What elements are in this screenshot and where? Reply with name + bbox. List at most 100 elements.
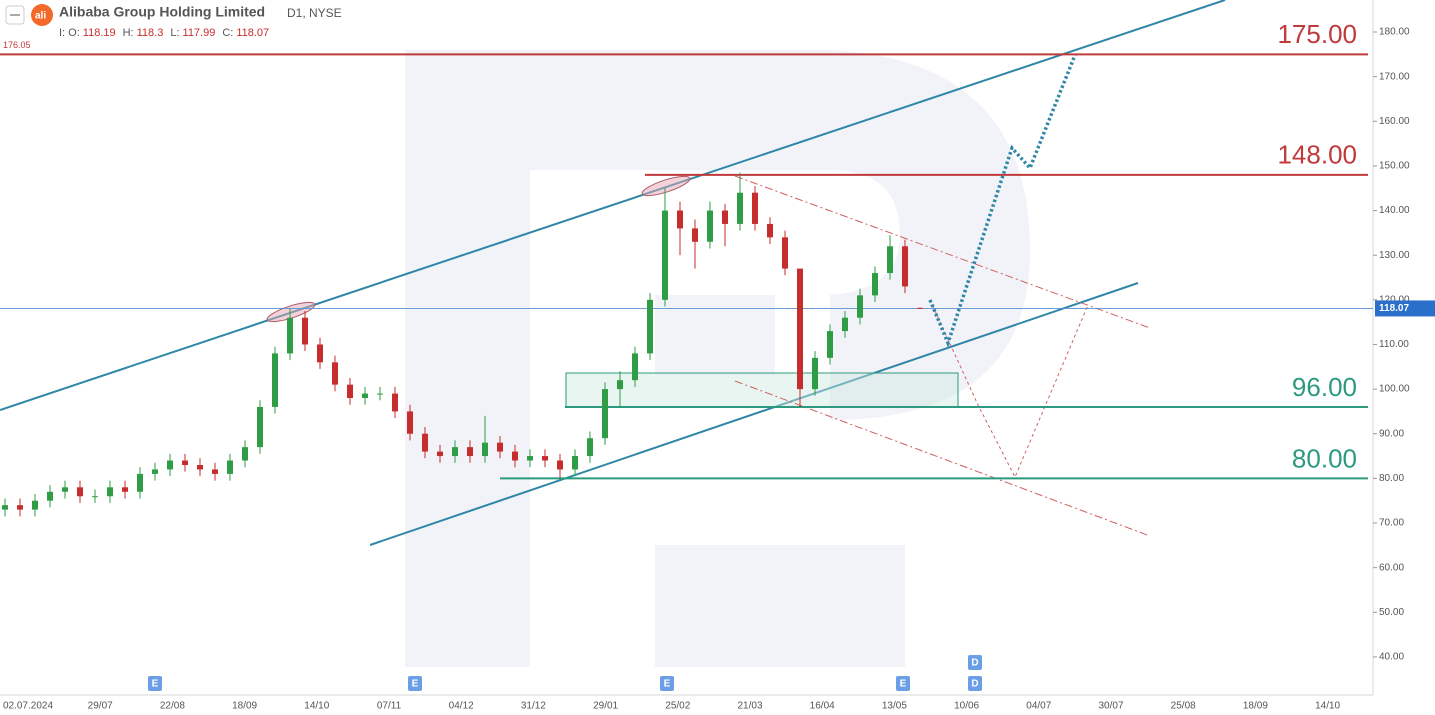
y-tick-label: 70.00 [1379,518,1404,529]
event-marker [408,676,422,691]
level-label: 175.00 [1277,19,1357,49]
ohlc-label: C: [222,27,233,39]
x-tick-label: 29/07 [88,701,113,712]
candle-body [902,246,908,287]
candle-body [857,295,863,318]
candle-body [62,487,68,492]
symbol-interval: D1, NYSE [287,6,342,20]
ohlc-legend: I: O: 118.19 H: 118.3 L: 117.99 C: 118.07 [59,27,269,39]
event-label: E [900,679,907,690]
candle-body [872,273,878,296]
event-label: E [664,679,671,690]
event-marker [968,676,982,691]
candle-body [827,331,833,358]
candle-body [452,447,458,457]
event-marker [148,676,162,691]
y-tick-label: 80.00 [1379,473,1404,484]
candle-body [722,210,728,224]
y-tick-label: 100.00 [1379,384,1410,395]
candle-body [167,460,173,470]
candle-body [812,357,818,390]
event-marker [660,676,674,691]
logo-glyph: ali [35,11,46,22]
candle-body [617,380,623,390]
candle-body [17,505,23,510]
symbol-title: Alibaba Group Holding Limited [59,4,265,20]
ohlc-value: 118.3 [137,27,164,39]
candle-body [227,460,233,474]
candle-body [527,456,533,461]
ohlc-label: L: [170,27,179,39]
x-tick-label: 25/08 [1171,701,1196,712]
candle-body [437,451,443,457]
candle-body [782,237,788,269]
x-tick-label: 30/07 [1098,701,1123,712]
candle-body [77,487,83,497]
y-tick-label: 120.00 [1379,294,1410,305]
symbol-logo [31,4,53,26]
candle-body [152,469,158,474]
x-tick-label: 29/01 [593,701,618,712]
candle-body [602,389,608,439]
candle-body [407,411,413,434]
y-tick-label: 60.00 [1379,562,1404,573]
candle-body [557,460,563,470]
x-tick-label: 18/09 [1243,701,1268,712]
y-tick-label: 90.00 [1379,428,1404,439]
candle-body [287,317,293,354]
candle-body [842,317,848,332]
y-tick-label: 170.00 [1379,71,1410,82]
candle-body [422,433,428,452]
candle-body [137,473,143,492]
candle-body [347,384,353,399]
candle-body [2,505,8,510]
candle-body [587,438,593,457]
ohlc-value: 118.07 [236,27,269,39]
x-tick-label: 25/02 [665,701,690,712]
candle-body [212,469,218,474]
ohlc-value: 117.99 [183,27,216,39]
candle-body [182,460,188,465]
x-tick-label: 07/11 [377,701,402,712]
x-tick-label: 02.07.2024 [3,701,53,712]
event-label: E [412,679,419,690]
candle-body [677,210,683,229]
candle-body [317,344,323,363]
candle-body [512,451,518,461]
ohlc-label: H: [123,27,134,39]
ohlc-label: I: O: [59,27,80,39]
level-label: 148.00 [1277,140,1357,170]
event-label: D [971,679,978,690]
level-label: 80.00 [1292,443,1357,473]
y-tick-label: 150.00 [1379,161,1410,172]
candle-body [332,362,338,385]
x-tick-label: 31/12 [521,701,546,712]
x-tick-label: 18/09 [232,701,257,712]
candle-body [122,487,128,492]
candle-body [707,210,713,242]
candle-body [917,307,923,309]
x-tick-label: 22/08 [160,701,185,712]
y-tick-label: 110.00 [1379,339,1409,350]
candle-body [887,246,893,274]
candle-body [542,456,548,461]
x-tick-label: 13/05 [882,701,907,712]
candle-body [797,268,803,390]
y-tick-label: 180.00 [1379,27,1410,38]
event-marker [968,655,982,670]
last-price-box [1375,300,1435,317]
ohlc-value: 118.19 [83,27,116,39]
candle-body [302,317,308,345]
y-tick-label: 40.00 [1379,652,1404,663]
candle-body [362,393,368,399]
candle-body [47,491,53,501]
x-tick-label: 14/10 [304,701,329,712]
candle-body [497,442,503,452]
last-price-label: 118.07 [1379,303,1409,314]
candle-body [242,447,248,461]
x-tick-label: 14/10 [1315,701,1340,712]
candle-body [32,500,38,510]
y-tick-label: 160.00 [1379,116,1410,127]
x-tick-label: 10/06 [954,701,979,712]
